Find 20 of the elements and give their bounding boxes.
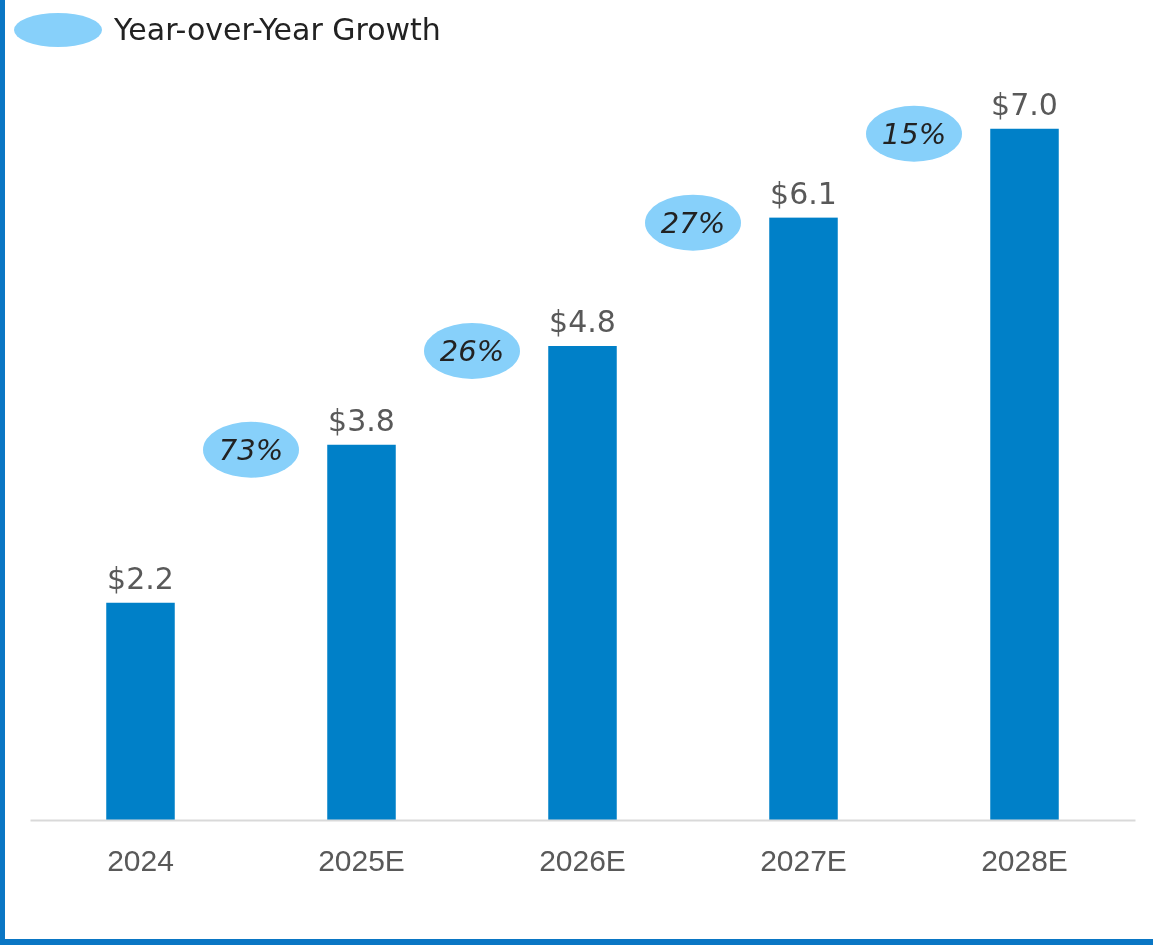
- bar: [106, 602, 175, 820]
- annotation: 73%: [218, 432, 284, 467]
- annotation: 15%: [881, 116, 947, 151]
- annotation: 26%: [439, 334, 505, 368]
- bar: [769, 217, 838, 820]
- x-tick-label: 2027E: [760, 844, 847, 878]
- data-label: $4.8: [549, 304, 616, 339]
- x-tick-label: 2026E: [539, 844, 626, 878]
- bar: [548, 346, 617, 820]
- data-label: $2.2: [107, 560, 174, 596]
- bar: [990, 128, 1059, 820]
- data-label: $6.1: [770, 175, 837, 211]
- x-tick-label: 2028E: [981, 844, 1068, 878]
- annotation: 27%: [660, 205, 726, 240]
- bar: [327, 444, 396, 820]
- text: Year-over-Year Growth: [113, 12, 441, 47]
- x-tick-label: 2024: [107, 844, 174, 878]
- data-label: $3.8: [328, 402, 395, 438]
- x-tick-label: 2025E: [318, 844, 405, 878]
- data-label: $7.0: [991, 86, 1058, 122]
